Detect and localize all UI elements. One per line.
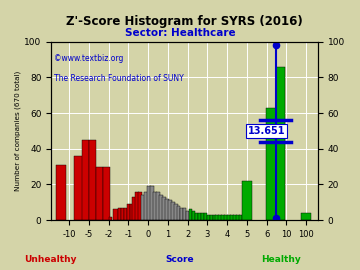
- Bar: [192, 211, 195, 220]
- Bar: [266, 108, 275, 220]
- Bar: [113, 209, 118, 220]
- Bar: [236, 215, 240, 220]
- Bar: [224, 215, 228, 220]
- Bar: [183, 208, 186, 220]
- Bar: [123, 208, 127, 220]
- Bar: [201, 213, 204, 220]
- Bar: [198, 213, 201, 220]
- Bar: [239, 215, 243, 220]
- Bar: [186, 211, 189, 220]
- Text: 13.651: 13.651: [248, 126, 285, 136]
- Bar: [118, 208, 121, 220]
- Title: Z'-Score Histogram for SYRS (2016): Z'-Score Histogram for SYRS (2016): [66, 15, 303, 28]
- Bar: [189, 209, 192, 220]
- Bar: [56, 165, 66, 220]
- Bar: [162, 197, 166, 220]
- Bar: [144, 191, 148, 220]
- Bar: [301, 213, 311, 220]
- Bar: [210, 215, 213, 220]
- Bar: [221, 215, 225, 220]
- Bar: [141, 195, 145, 220]
- Bar: [212, 215, 216, 220]
- Bar: [147, 186, 151, 220]
- Bar: [132, 197, 136, 220]
- Bar: [204, 213, 207, 220]
- Y-axis label: Number of companies (670 total): Number of companies (670 total): [15, 71, 22, 191]
- Bar: [227, 215, 231, 220]
- Bar: [138, 191, 142, 220]
- Bar: [230, 215, 234, 220]
- Bar: [159, 195, 163, 220]
- Bar: [275, 67, 285, 220]
- Bar: [121, 208, 124, 220]
- Bar: [216, 215, 219, 220]
- Bar: [174, 204, 177, 220]
- Text: ©www.textbiz.org: ©www.textbiz.org: [54, 54, 123, 63]
- Bar: [180, 208, 184, 220]
- Bar: [150, 186, 154, 220]
- Bar: [242, 181, 252, 220]
- Bar: [168, 200, 172, 220]
- Text: Sector: Healthcare: Sector: Healthcare: [125, 28, 235, 38]
- Bar: [207, 215, 210, 220]
- Bar: [127, 204, 130, 220]
- Text: Unhealthy: Unhealthy: [24, 255, 77, 264]
- Bar: [153, 191, 157, 220]
- Bar: [195, 213, 198, 220]
- Bar: [75, 156, 84, 220]
- Bar: [82, 140, 89, 220]
- Bar: [103, 167, 110, 220]
- Bar: [242, 215, 246, 220]
- Bar: [156, 191, 160, 220]
- Bar: [135, 191, 139, 220]
- Bar: [96, 167, 103, 220]
- Bar: [219, 215, 222, 220]
- Text: The Research Foundation of SUNY: The Research Foundation of SUNY: [54, 74, 184, 83]
- Text: Score: Score: [166, 255, 194, 264]
- Text: Healthy: Healthy: [261, 255, 301, 264]
- Bar: [171, 202, 175, 220]
- Bar: [165, 199, 168, 220]
- Bar: [233, 215, 237, 220]
- Bar: [109, 217, 112, 220]
- Bar: [177, 206, 180, 220]
- Bar: [130, 204, 133, 220]
- Bar: [89, 140, 96, 220]
